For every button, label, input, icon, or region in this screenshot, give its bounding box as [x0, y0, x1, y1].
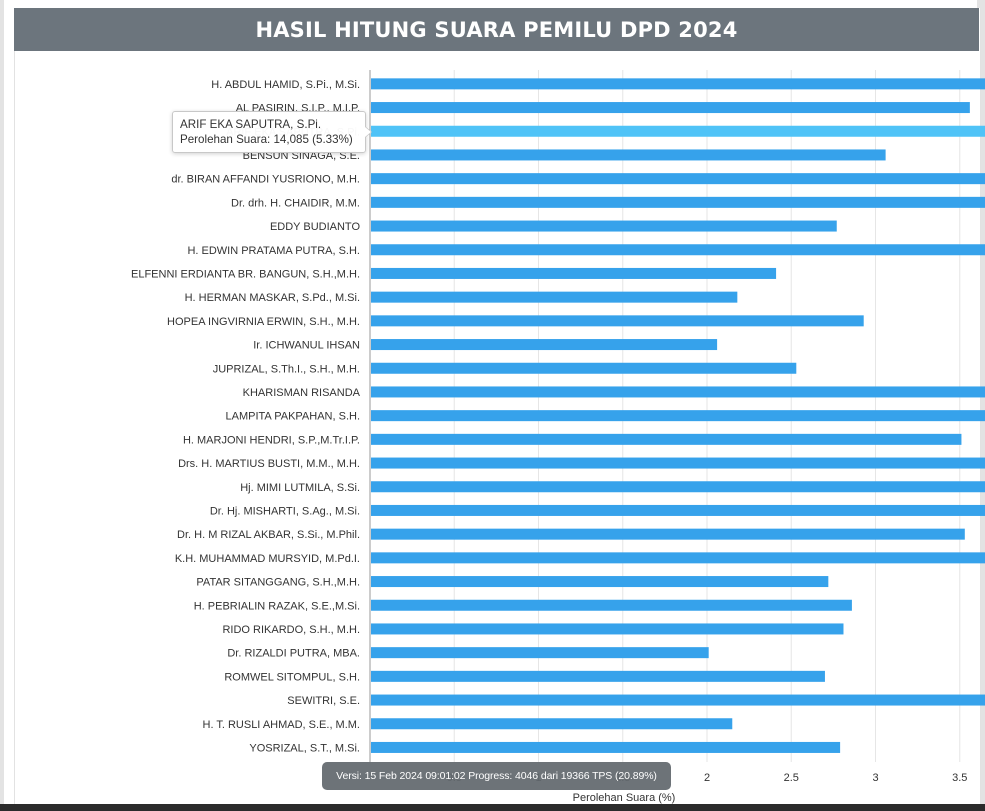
category-label: K.H. MUHAMMAD MURSYID, M.Pd.I. — [175, 553, 360, 565]
category-label: H. PEBRIALIN RAZAK, S.E.,M.Si. — [194, 600, 360, 612]
category-label: ROMWEL SITOMPUL, S.H. — [224, 671, 360, 683]
bar[interactable] — [371, 718, 733, 730]
category-label: PATAR SITANGGANG, S.H.,M.H. — [196, 577, 360, 589]
bar[interactable] — [371, 623, 844, 635]
category-label: H. ABDUL HAMID, S.Pi., M.Si. — [211, 79, 360, 91]
bar[interactable] — [371, 694, 985, 706]
category-label: ELFENNI ERDIANTA BR. BANGUN, S.H.,M.H. — [131, 268, 360, 280]
bar[interactable] — [371, 741, 841, 753]
bar[interactable] — [371, 670, 825, 682]
category-label: Hj. MIMI LUTMILA, S.Si. — [240, 482, 360, 494]
category-label: LAMPITA PAKPAHAN, S.H. — [226, 411, 360, 423]
x-tick-label: 2.5 — [784, 772, 799, 784]
category-label: RIDO RIKARDO, S.H., M.H. — [222, 624, 360, 636]
bar[interactable] — [371, 528, 965, 540]
bar[interactable] — [371, 552, 985, 564]
category-label: Dr. Hj. MISHARTI, S.Ag., M.Si. — [210, 505, 360, 517]
bar[interactable] — [371, 647, 709, 659]
bar[interactable] — [371, 78, 985, 90]
bar[interactable] — [371, 457, 985, 469]
category-labels: H. ABDUL HAMID, S.Pi., M.Si.AL PASIRIN, … — [131, 79, 361, 755]
bar[interactable] — [371, 339, 718, 351]
bar[interactable] — [371, 125, 985, 137]
x-tick-label: 3.5 — [952, 772, 967, 784]
bar[interactable] — [371, 102, 970, 114]
category-label: H. EDWIN PRATAMA PUTRA, S.H. — [187, 245, 360, 257]
category-label: SEWITRI, S.E. — [287, 695, 360, 707]
bar[interactable] — [371, 599, 852, 611]
category-label: dr. BIRAN AFFANDI YUSRIONO, M.H. — [171, 174, 360, 186]
bar-tooltip: ARIF EKA SAPUTRA, S.Pi. Perolehan Suara:… — [172, 111, 372, 153]
bar[interactable] — [371, 433, 962, 445]
category-label: Dr. drh. H. CHAIDIR, M.M. — [231, 197, 360, 209]
tooltip-arrow-inner — [365, 127, 371, 137]
bar[interactable] — [371, 149, 886, 161]
bar[interactable] — [371, 196, 985, 208]
x-axis-label: Perolehan Suara (%) — [573, 792, 676, 804]
page-title: HASIL HITUNG SUARA PEMILU DPD 2024 — [14, 8, 979, 51]
x-tick-label: 2 — [704, 772, 710, 784]
bar[interactable] — [371, 291, 738, 303]
bar[interactable] — [371, 481, 985, 493]
tooltip-value: Perolehan Suara: 14,085 (5.33%) — [180, 133, 353, 146]
category-label: H. T. RUSLI AHMAD, S.E., M.M. — [203, 719, 361, 731]
category-label: H. HERMAN MASKAR, S.Pd., M.Si. — [185, 292, 360, 304]
category-label: H. MARJONI HENDRI, S.P.,M.Tr.I.P. — [183, 434, 360, 446]
bar[interactable] — [371, 504, 985, 516]
bar[interactable] — [371, 362, 797, 374]
window-edge-left — [0, 0, 4, 811]
x-tick-label: 3 — [872, 772, 878, 784]
bars-layer — [371, 78, 985, 753]
window-edge-right — [977, 0, 985, 811]
tooltip-name: ARIF EKA SAPUTRA, S.Pi. — [180, 118, 322, 131]
window-edge-bottom — [0, 804, 985, 811]
category-label: Ir. ICHWANUL IHSAN — [253, 340, 360, 352]
bar[interactable] — [371, 244, 985, 256]
category-label: Dr. RIZALDI PUTRA, MBA. — [227, 648, 360, 660]
category-label: KHARISMAN RISANDA — [243, 387, 361, 399]
category-label: YOSRIZAL, S.T., M.Si. — [249, 742, 360, 754]
bar[interactable] — [371, 267, 777, 279]
category-label: HOPEA INGVIRNIA ERWIN, S.H., M.H. — [167, 316, 360, 328]
category-label: EDDY BUDIANTO — [270, 221, 361, 233]
bar[interactable] — [371, 386, 985, 398]
bar[interactable] — [371, 410, 985, 422]
version-progress-badge: Versi: 15 Feb 2024 09:01:02 Progress: 40… — [322, 762, 671, 790]
bar[interactable] — [371, 173, 985, 185]
bar[interactable] — [371, 576, 829, 588]
category-label: Dr. H. M RIZAL AKBAR, S.Si., M.Phil. — [177, 529, 360, 541]
category-label: JUPRIZAL, S.Th.I., S.H., M.H. — [213, 363, 360, 375]
category-label: Drs. H. MARTIUS BUSTI, M.M., M.H. — [178, 458, 360, 470]
bar[interactable] — [371, 220, 837, 232]
bar[interactable] — [371, 315, 864, 327]
